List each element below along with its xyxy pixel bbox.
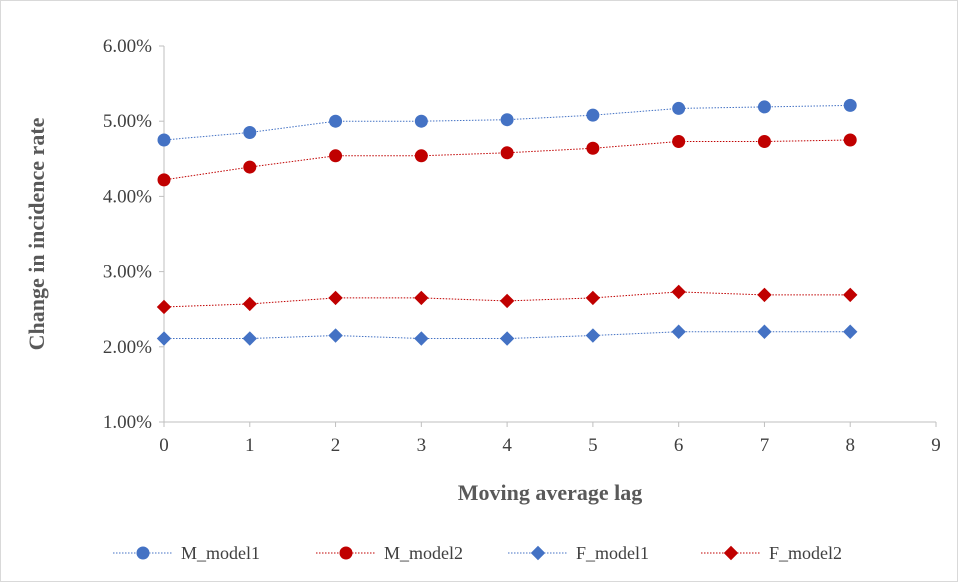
x-tick-label: 1 [245, 435, 255, 456]
data-point [585, 290, 601, 306]
legend-marker [136, 546, 150, 560]
y-tick-label: 4.00% [103, 186, 152, 207]
series-M_model2 [157, 133, 857, 187]
x-tick-label: 6 [674, 435, 684, 456]
data-point [414, 290, 429, 306]
series-layer [156, 98, 858, 346]
legend-item-F_model1: F_model1 [508, 543, 649, 563]
x-tick-label: 9 [931, 435, 941, 456]
x-tick-label: 4 [502, 435, 512, 456]
data-point [328, 290, 343, 306]
y-tick-label: 3.00% [103, 262, 152, 283]
data-point [414, 114, 428, 128]
data-point [671, 284, 686, 300]
legend-marker [530, 545, 546, 561]
y-tick-label: 1.00% [103, 412, 152, 433]
data-point [157, 173, 171, 187]
data-point [586, 141, 600, 155]
data-point [156, 299, 172, 315]
legend-label: F_model2 [769, 543, 842, 563]
data-point [757, 324, 772, 339]
y-tick-label: 6.00% [103, 36, 152, 57]
x-tick-label: 8 [845, 435, 855, 456]
data-point [586, 108, 600, 122]
data-point [585, 328, 601, 343]
series-F_model2 [156, 284, 858, 315]
data-point [329, 114, 343, 128]
axes [163, 46, 936, 423]
data-point [843, 133, 857, 147]
legend-item-F_model2: F_model2 [701, 543, 842, 563]
series-F_model1 [156, 324, 858, 346]
x-axis-title: Moving average lag [458, 480, 643, 505]
data-point [414, 149, 428, 163]
data-point [843, 324, 858, 339]
data-point [243, 160, 257, 174]
series-line [163, 139, 851, 181]
legend-label: M_model2 [384, 543, 463, 563]
data-point [843, 287, 858, 303]
x-tick-label: 2 [331, 435, 341, 456]
data-point [499, 331, 515, 346]
data-point [757, 100, 771, 114]
data-point [329, 149, 343, 163]
data-point [672, 135, 686, 149]
series-line [163, 104, 851, 141]
legend: M_model1 M_model2 F_model1 F_model2 [113, 543, 842, 563]
data-point [242, 331, 257, 346]
x-tick-label: 3 [417, 435, 427, 456]
data-point [843, 98, 857, 112]
data-point [157, 133, 171, 147]
data-point [500, 113, 514, 127]
data-point [757, 135, 771, 149]
data-point [242, 296, 257, 312]
data-point [500, 146, 514, 160]
legend-label: F_model1 [576, 543, 649, 563]
x-tick-label: 5 [588, 435, 598, 456]
y-axis-title: Change in incidence rate [24, 117, 49, 350]
y-tick-label: 2.00% [103, 337, 152, 358]
legend-item-M_model2: M_model2 [316, 543, 463, 563]
legend-marker [339, 546, 353, 560]
data-point [672, 101, 686, 115]
series-M_model1 [157, 98, 857, 147]
legend-label: M_model1 [181, 543, 260, 563]
legend-marker [723, 545, 739, 561]
x-axis-ticks: 0 1 2 3 4 5 6 7 8 9 [159, 422, 941, 456]
data-point [757, 287, 772, 303]
data-point [328, 328, 343, 343]
data-point [243, 125, 257, 139]
data-point [671, 324, 686, 339]
x-tick-label: 7 [760, 435, 770, 456]
data-point [414, 331, 429, 346]
data-point [499, 293, 515, 309]
x-tick-label: 0 [159, 435, 169, 456]
legend-item-M_model1: M_model1 [113, 543, 260, 563]
data-point [156, 331, 172, 346]
y-tick-label: 5.00% [103, 111, 152, 132]
y-axis-ticks: 1.00% 2.00% 3.00% 4.00% 5.00% 6.00% [103, 36, 164, 433]
